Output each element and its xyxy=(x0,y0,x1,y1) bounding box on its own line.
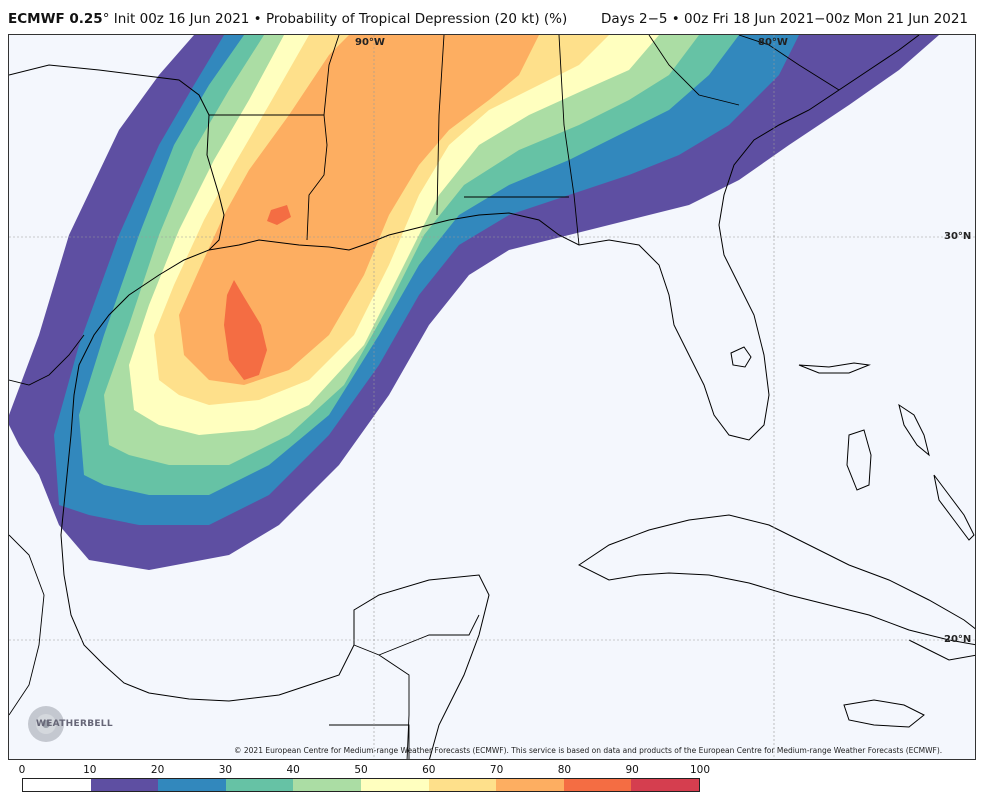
prob-band-80-south xyxy=(224,280,267,380)
colorbar-tick-label: 40 xyxy=(286,764,300,776)
colorbar-ticks: 0 10 20 30 40 50 60 70 80 90 100 xyxy=(0,764,984,776)
lat-label-20n: 20°N xyxy=(944,634,972,645)
colorbar-tick-label: 90 xyxy=(625,764,639,776)
colorbar-segment xyxy=(563,779,632,791)
colorbar-segment xyxy=(23,779,91,791)
lon-label-80w: 80°W xyxy=(758,37,788,48)
init-time: Init 00z 16 Jun 2021 xyxy=(113,11,250,27)
colorbar-tick-label: 80 xyxy=(557,764,572,776)
valid-range: Days 2−5 • 00z Fri 18 Jun 2021−00z Mon 2… xyxy=(601,11,968,27)
colorbar-tick-label: 70 xyxy=(489,764,504,776)
colorbar-segment xyxy=(293,779,361,791)
coastlines xyxy=(9,35,975,759)
map-canvas xyxy=(9,35,975,759)
colorbar-segment xyxy=(158,779,226,791)
colorbar-tick-label: 100 xyxy=(689,764,711,776)
colorbar-tick-label: 20 xyxy=(150,764,165,776)
colorbar-tick-label: 50 xyxy=(354,764,368,776)
prob-band-70 xyxy=(179,35,539,385)
lat-label-30n: 30°N xyxy=(944,231,972,242)
model-name: ECMWF 0.25 xyxy=(8,11,103,27)
logo-text: WEATHERBELL xyxy=(36,719,113,729)
borders xyxy=(9,35,840,759)
copyright: © 2021 European Centre for Medium-range … xyxy=(234,746,943,755)
colorbar-segment xyxy=(496,779,564,791)
colorbar-tick-label: 10 xyxy=(83,764,97,776)
product-name: Probability of Tropical Depression (20 k… xyxy=(265,11,568,27)
colorbar-segment xyxy=(90,779,159,791)
degree-sign: ° xyxy=(102,11,110,27)
weatherbell-logo xyxy=(28,706,64,742)
prob-band-80-north xyxy=(267,205,291,225)
colorbar-segment xyxy=(428,779,497,791)
colorbar-segment xyxy=(360,779,429,791)
colorbar-tick-label: 30 xyxy=(218,764,233,776)
title: ECMWF 0.25° Init 00z 16 Jun 2021 • Proba… xyxy=(8,11,567,27)
bullet: • xyxy=(253,11,262,27)
colorbar-tick-label: 60 xyxy=(422,764,436,776)
header: ECMWF 0.25° Init 00z 16 Jun 2021 • Proba… xyxy=(0,0,984,34)
colorbar xyxy=(22,778,700,792)
map[interactable] xyxy=(8,34,976,760)
colorbar-segment xyxy=(631,779,699,791)
lon-label-90w: 90°W xyxy=(355,37,385,48)
colorbar-tick-label: 0 xyxy=(18,764,26,776)
gridlines xyxy=(9,35,975,759)
colorbar-segment xyxy=(225,779,294,791)
